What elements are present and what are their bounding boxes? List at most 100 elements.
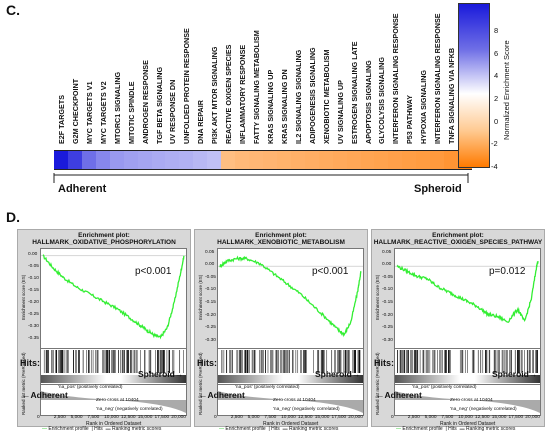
y-tick-label: -0.20 [205, 312, 216, 318]
zero-cross-label: Zero cross at 10404 [96, 398, 139, 403]
heatmap-cell [388, 150, 403, 170]
heatmap-cell [235, 150, 250, 170]
y-tick-label: -0.05 [28, 263, 39, 269]
y-tick-label: -0.25 [205, 325, 216, 331]
heatmap-cell [67, 150, 83, 170]
heatmap-cell [430, 150, 445, 170]
heatmap-cell [193, 150, 208, 170]
y-tick-label: -0.30 [205, 337, 216, 343]
hits-chart [41, 350, 186, 383]
heatmap-cell [332, 150, 348, 170]
p-value: p<0.001 [135, 266, 172, 277]
ranked-metric-area [218, 391, 363, 413]
ranked-metric-panel [217, 384, 364, 416]
colorbar-tick: -2 [491, 139, 498, 149]
spheroid-label: Spheroid→ [138, 369, 184, 379]
x-axis-label: Rank in Ordered Dataset [86, 421, 142, 427]
heatmap-cell [249, 150, 264, 170]
heatmap-label: PI3K AKT MTOR SIGNALING [210, 46, 220, 144]
heatmap-label: DNA REPAIR [196, 100, 206, 144]
y-tick-label: 0.00 [205, 262, 215, 268]
heatmap-label: UV SIGNALING UP [335, 80, 345, 144]
negative-correlation-label: 'na_neg' (negatively correlated) [273, 407, 340, 412]
ranked-metric-area [41, 391, 186, 413]
panel-c-letter: C. [6, 2, 20, 18]
ranked-metric-chart [41, 391, 186, 413]
hits-panel [217, 348, 364, 386]
x-tick-label: 2,500 [230, 415, 243, 420]
heatmap-cell [95, 150, 111, 170]
colorbar-tick: 0 [494, 116, 499, 126]
x-tick-label: 2,500 [407, 415, 420, 420]
heatmap-cell [360, 150, 375, 170]
colorbar [458, 3, 490, 168]
x-tick-label: 10,000 [458, 415, 473, 420]
x-tick-label: 20,000 [348, 415, 363, 420]
y-tick-label: 0.00 [28, 251, 38, 257]
heatmap-cell [151, 150, 166, 170]
y-tick-label: -0.30 [28, 323, 39, 329]
x-tick-label: 12,500 [474, 415, 490, 420]
heatmap-cell [54, 150, 69, 170]
hits-panel [394, 348, 541, 386]
x-tick-label: 20,000 [171, 415, 186, 420]
heatmap-bracket [53, 173, 469, 183]
y-tick-label: -0.05 [382, 274, 393, 280]
plot-header: Enrichment plot: [432, 232, 484, 239]
x-tick-label: 17,500 [331, 415, 347, 420]
positive-correlation-label: 'na_pos' (positively correlated) [58, 385, 123, 390]
x-axis-label: Rank in Ordered Dataset [440, 421, 496, 427]
zero-cross-label: Zero cross at 10404 [450, 398, 493, 403]
ranked-metric-chart [218, 391, 363, 413]
ranked-axis-label: Ranked list metric (PreRanked) [21, 352, 26, 415]
colorbar-tick: 6 [494, 48, 499, 58]
heatmap-cell [444, 150, 459, 170]
p-value: p<0.001 [312, 266, 349, 277]
heatmap-cell [374, 150, 389, 170]
rank-gradient-bar [395, 375, 540, 383]
adherent-end-label: Adherent [58, 183, 107, 195]
enrichment-score-panel [40, 248, 187, 350]
heatmap-cell [207, 150, 222, 170]
y-tick-label: -0.25 [382, 325, 393, 331]
positive-correlation-label: 'na_pos' (positively correlated) [412, 385, 477, 390]
heatmap-label: IL2 SIGNALING SIGNALING [293, 49, 303, 144]
x-tick-label: 12,500 [297, 415, 313, 420]
plot-legend: — Enrichment profile | Hits ▬ Ranking me… [396, 426, 516, 432]
heatmap-cell [81, 150, 97, 170]
gsea-plot: Enrichment plot: HALLMARK_XENOBIOTIC_META… [194, 229, 368, 432]
heatmap-label: INFLAMMATORY RESPONSE [238, 44, 248, 144]
spheroid-label: Spheroid→ [492, 369, 538, 379]
hits-panel [40, 348, 187, 386]
colorbar-tick: -4 [491, 162, 498, 171]
heatmap-label: TGF BETA SIGNALING [154, 66, 164, 144]
heatmap-label: ANDROGEN RESPONSE [140, 60, 150, 144]
x-tick-label: 7,500 [264, 415, 277, 420]
colorbar-tick: 8 [494, 26, 499, 35]
heatmap-label: UV RESPONSE DN [168, 79, 178, 144]
heatmap-label: INTERFERON SIGNALING RESPONSE [391, 13, 401, 144]
colorbar-tick: 2 [494, 94, 499, 103]
enrichment-profile-line [396, 261, 539, 323]
heatmap-label: INTERFERON SIGNALING RESPONSE [433, 13, 443, 144]
x-tick-label: 15,000 [491, 415, 507, 420]
heatmap-label: MTORC1 SIGNALING [112, 71, 122, 144]
y-tick-label: -0.30 [382, 337, 393, 343]
gsea-plot: Enrichment plot: HALLMARK_REACTIVE_OXIGEN… [371, 229, 545, 432]
rank-gradient-bar [218, 375, 363, 383]
y-tick-label: -0.35 [28, 335, 39, 341]
hits-chart [395, 350, 540, 383]
x-tick-label: 5,000 [424, 415, 437, 420]
hits-label: Hits: [197, 358, 217, 368]
ranked-metric-panel [394, 384, 541, 416]
heatmap-label: HYPOXIA SIGNALING [419, 69, 429, 144]
es-axis-label: Enrichment score (ES) [198, 274, 203, 320]
adherent-label: ←Adherent [22, 390, 68, 400]
heatmap-label: TNFA SIGNALING VIA NFKB [447, 47, 457, 144]
plot-legend: — Enrichment profile | Hits ▬ Ranking me… [219, 426, 339, 432]
heatmap-cell [276, 150, 292, 170]
gsea-plot: Enrichment plot: HALLMARK_OXIDATIVE_PHOSP… [17, 229, 191, 432]
plot-title: HALLMARK_REACTIVE_OXIGEN_SPECIES_PATHWAY [373, 239, 543, 246]
spheroid-label: Spheroid→ [315, 369, 361, 379]
x-axis-label: Rank in Ordered Dataset [263, 421, 319, 427]
